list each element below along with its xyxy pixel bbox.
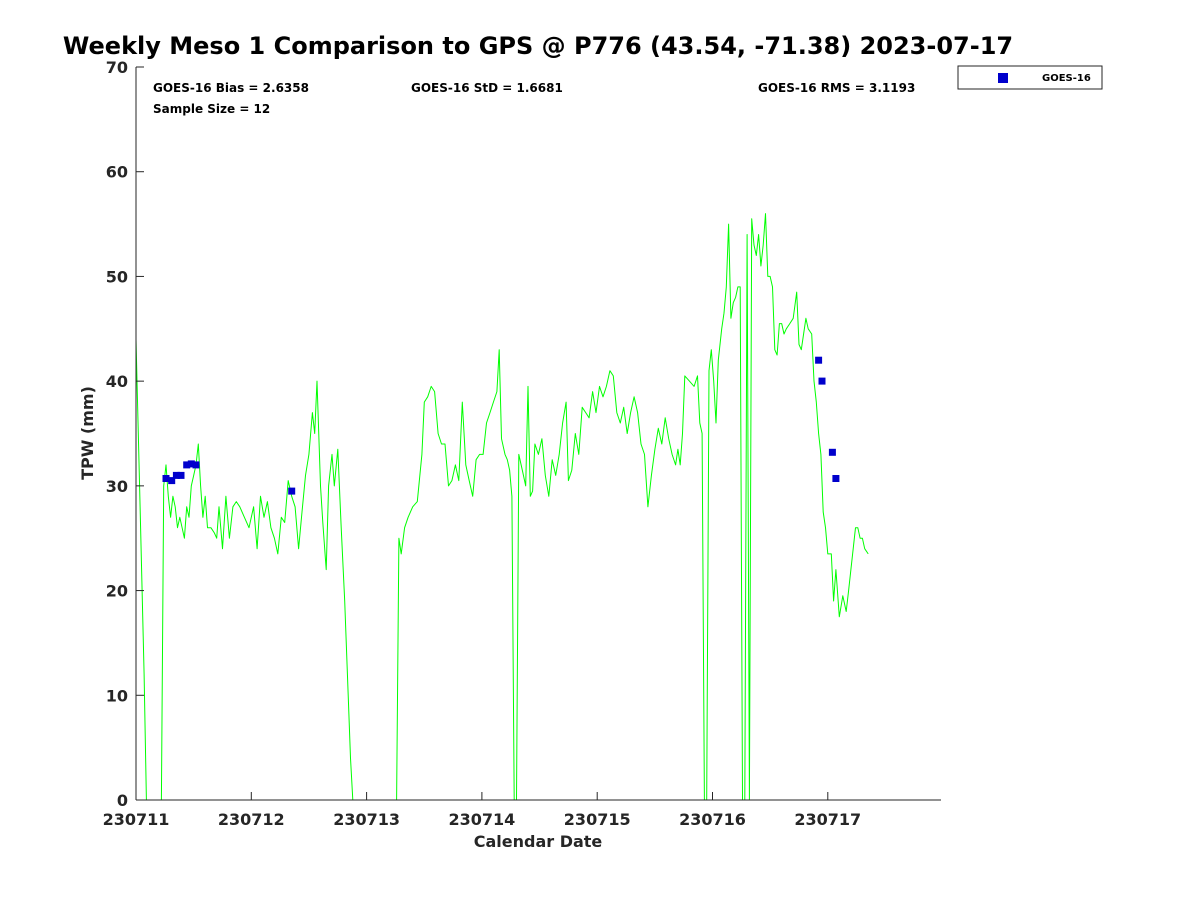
points-layer [162,356,840,495]
goes16-point [177,471,185,479]
lines-layer [135,213,869,801]
goes16-point [192,461,200,469]
goes16-point [168,477,176,485]
sample-size-stat: Sample Size = 12 [153,102,270,116]
y-tick-label: 0 [117,791,128,810]
goes16-point [828,448,836,456]
x-tick-label: 230714 [449,810,516,829]
x-tick-label: 230712 [218,810,285,829]
y-tick-label: 30 [106,477,128,496]
goes16-point [288,487,296,495]
goes16-point [815,356,823,364]
y-axis-label: TPW (mm) [78,386,97,480]
goes16-point [172,471,180,479]
legend-box [957,65,1103,90]
chart-title: Weekly Meso 1 Comparison to GPS @ P776 (… [63,32,1013,60]
x-tick-label: 230713 [333,810,400,829]
goes16-point [832,475,840,482]
y-axis-ticks: 0 10 20 30 40 50 60 70 [106,58,144,810]
y-tick-label: 40 [106,372,128,391]
std-stat: GOES-16 StD = 1.6681 [411,81,563,95]
bias-stat: GOES-16 Bias = 2.6358 [153,81,309,95]
legend: GOES-16 [957,65,1103,90]
legend-marker [998,73,1008,83]
y-tick-label: 10 [106,686,128,705]
y-tick-label: 70 [106,58,128,77]
y-tick-label: 60 [106,163,128,182]
x-tick-label: 230715 [564,810,631,829]
x-tick-label: 230717 [794,810,861,829]
x-tick-label: 230716 [679,810,746,829]
x-axis-label: Calendar Date [474,832,603,851]
gps-tpw-line [135,213,869,801]
y-tick-label: 20 [106,582,128,601]
goes16-point [187,460,195,468]
goes16-point [818,377,826,385]
y-tick-label: 50 [106,267,128,286]
goes16-point [162,475,170,482]
x-axis-ticks: 230711 230712 230713 230714 230715 230716 2307… [103,792,861,829]
legend-label: GOES-16 [1042,73,1091,84]
rms-stat: GOES-16 RMS = 3.1193 [758,81,915,95]
x-tick-label: 230711 [103,810,170,829]
goes16-point [183,461,191,469]
plot-area [136,67,941,800]
